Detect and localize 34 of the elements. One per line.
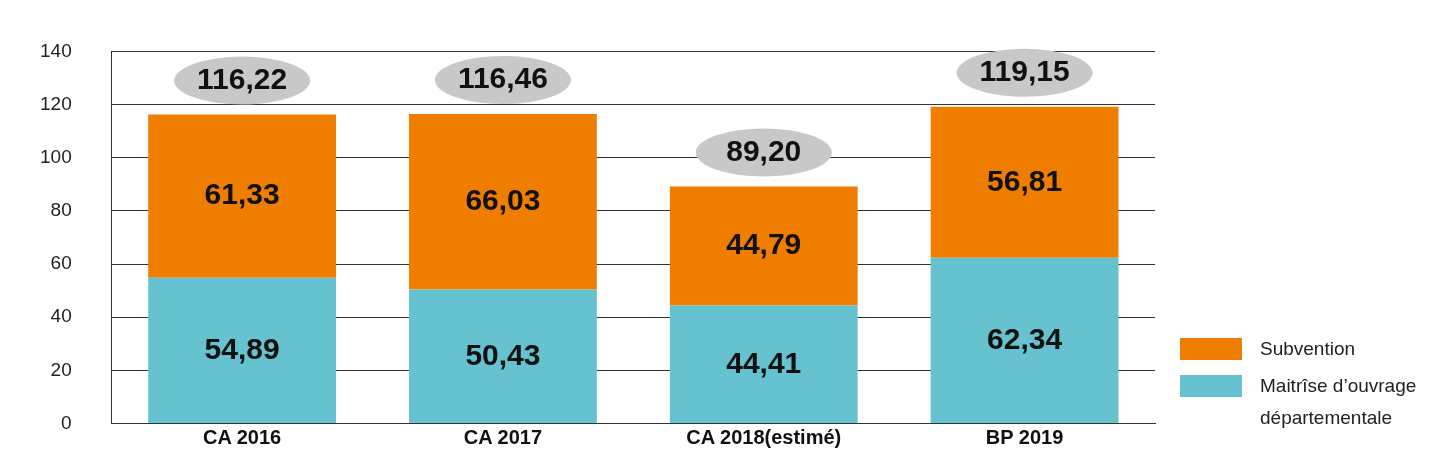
y-tick-label: 80 <box>50 199 72 221</box>
total-label: 116,22 <box>197 61 288 95</box>
bar <box>148 277 337 424</box>
data-label: 54,89 <box>204 331 280 365</box>
bar <box>669 305 858 424</box>
x-tick-label: CA 2016 <box>203 426 282 449</box>
x-tick-label: CA 2018(estimé) <box>686 426 842 449</box>
total-label: 89,20 <box>726 133 802 167</box>
y-tick-label: 20 <box>50 358 72 380</box>
y-tick-label: 60 <box>50 252 72 274</box>
data-label: 62,34 <box>987 321 1063 355</box>
data-label: 61,33 <box>204 177 280 211</box>
bar <box>669 186 858 306</box>
data-label: 44,41 <box>726 345 802 379</box>
data-label: 56,81 <box>987 163 1063 197</box>
data-label: 44,79 <box>726 227 802 261</box>
total-label: 116,46 <box>457 61 548 95</box>
x-tick-label: CA 2017 <box>463 426 543 449</box>
y-tick-label: 0 <box>61 411 72 433</box>
data-label: 66,03 <box>465 183 541 217</box>
total-label: 119,15 <box>979 54 1070 88</box>
bar <box>930 106 1119 258</box>
bar <box>409 113 597 290</box>
y-tick-label: 140 <box>40 39 72 61</box>
y-tick-label: 100 <box>40 145 72 167</box>
bar <box>930 257 1119 424</box>
y-tick-label: 40 <box>50 305 72 327</box>
bar <box>409 289 597 424</box>
bar <box>148 114 337 278</box>
x-tick-label: BP 2019 <box>985 426 1064 449</box>
legend-label: Maitrîse d’ouvrage départementale <box>1260 374 1418 430</box>
legend-label: Subvention <box>1260 337 1357 361</box>
data-label: 50,43 <box>465 337 541 371</box>
y-tick-label: 120 <box>40 92 72 114</box>
